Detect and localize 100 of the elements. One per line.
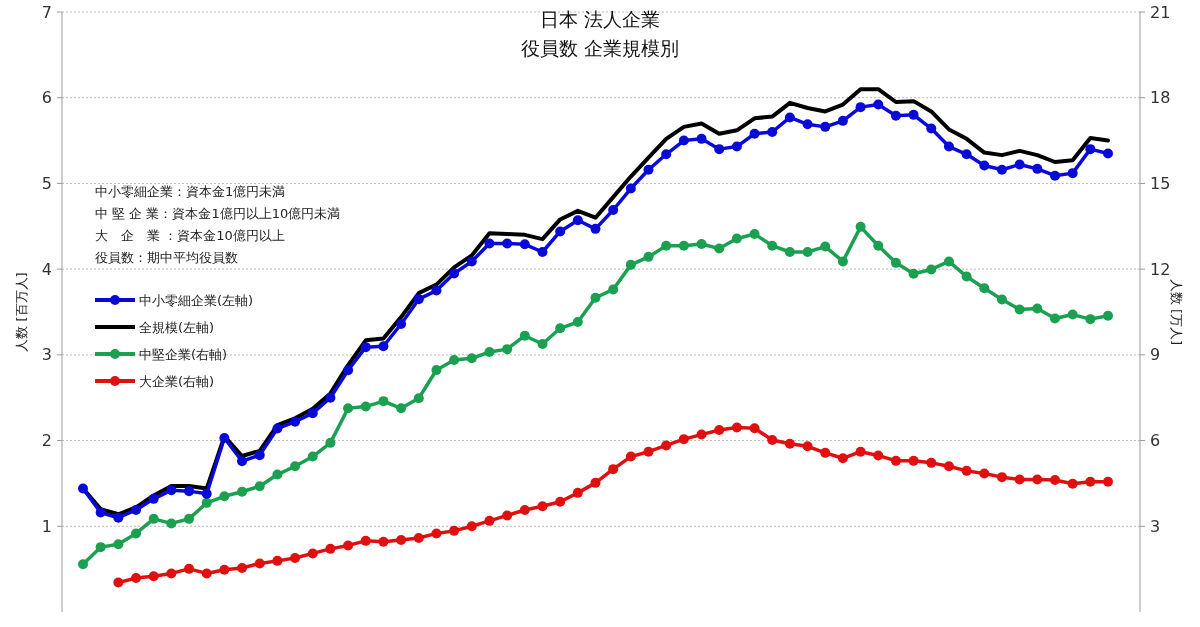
point <box>890 257 901 268</box>
y2-tick-label: 21 <box>1150 2 1171 22</box>
point <box>820 121 831 132</box>
point <box>820 447 831 458</box>
point <box>873 240 884 251</box>
point <box>201 568 212 579</box>
point <box>943 141 954 152</box>
y-tick-label: 3 <box>41 345 52 365</box>
point <box>784 112 795 123</box>
point <box>466 256 477 267</box>
point <box>784 247 795 257</box>
point <box>855 446 866 457</box>
point <box>184 513 195 524</box>
point <box>731 422 742 433</box>
point <box>237 456 248 467</box>
point <box>696 429 707 440</box>
point <box>78 483 88 494</box>
point <box>113 577 124 588</box>
point <box>290 416 301 427</box>
point <box>78 559 88 570</box>
point <box>979 283 990 294</box>
point <box>148 513 159 524</box>
point <box>1049 313 1060 324</box>
y2-tick-label: 12 <box>1150 259 1171 279</box>
point <box>643 446 654 457</box>
point <box>590 477 601 488</box>
point <box>678 434 689 445</box>
point <box>413 393 424 404</box>
point <box>837 115 848 126</box>
point <box>484 347 495 357</box>
point <box>537 501 548 512</box>
point <box>749 128 760 139</box>
point <box>378 396 389 407</box>
point <box>996 164 1007 175</box>
point <box>767 127 778 137</box>
point <box>537 247 548 257</box>
point <box>926 264 937 275</box>
point <box>1067 168 1078 179</box>
point <box>979 160 990 171</box>
legend-label: 中小零細企業(左軸) <box>139 292 254 308</box>
point <box>661 149 672 160</box>
point <box>484 238 495 249</box>
point <box>148 571 159 582</box>
point <box>378 536 389 547</box>
y2-tick-label: 6 <box>1150 431 1161 451</box>
point <box>820 241 831 252</box>
point <box>908 109 919 120</box>
annotation: 中小零細企業：資本金1億円未満 <box>95 184 286 199</box>
point <box>1067 309 1078 320</box>
point <box>1067 478 1078 489</box>
point <box>431 285 442 296</box>
point <box>343 365 354 376</box>
point <box>290 553 301 563</box>
point <box>608 284 619 295</box>
point <box>325 392 336 403</box>
point <box>1014 474 1025 485</box>
point <box>590 292 601 303</box>
point <box>926 457 937 468</box>
point <box>166 518 177 529</box>
point <box>643 164 654 175</box>
point <box>678 240 689 251</box>
point <box>608 464 619 475</box>
point <box>307 408 318 419</box>
point <box>201 497 212 508</box>
point <box>131 573 142 583</box>
point <box>572 215 583 226</box>
y-tick-label: 4 <box>41 259 52 279</box>
point <box>360 342 371 353</box>
point <box>237 563 248 573</box>
annotation: 中 堅 企 業：資本金1億円以上10億円未満 <box>95 206 341 221</box>
point <box>555 226 566 237</box>
point <box>219 433 230 443</box>
point <box>166 568 177 579</box>
point <box>519 505 530 515</box>
point <box>1085 144 1096 155</box>
annotation: 役員数：期中平均役員数 <box>95 250 238 265</box>
point <box>466 353 477 364</box>
point <box>1049 170 1060 181</box>
point <box>307 451 318 462</box>
point <box>131 528 142 539</box>
point <box>166 485 177 496</box>
text: 役員数 企業規模別 <box>520 37 680 59</box>
point <box>502 510 513 521</box>
point <box>449 268 460 279</box>
y-tick-label: 6 <box>41 88 52 108</box>
point <box>749 423 760 434</box>
point <box>1103 476 1113 487</box>
point <box>714 144 725 155</box>
point <box>908 268 919 279</box>
point <box>431 528 442 539</box>
point <box>731 141 742 152</box>
point <box>555 496 566 507</box>
point <box>131 505 142 515</box>
point <box>714 425 725 435</box>
point <box>749 229 760 239</box>
point <box>784 438 795 449</box>
point <box>219 564 230 575</box>
point <box>961 465 972 476</box>
point <box>1103 148 1113 159</box>
point <box>1049 475 1060 485</box>
